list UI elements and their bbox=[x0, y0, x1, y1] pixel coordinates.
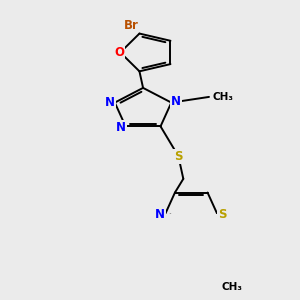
Text: CH₃: CH₃ bbox=[212, 92, 233, 102]
Text: N: N bbox=[105, 96, 115, 109]
Text: O: O bbox=[114, 46, 124, 59]
Text: N: N bbox=[116, 121, 126, 134]
Text: N: N bbox=[155, 208, 165, 221]
Text: N: N bbox=[171, 95, 181, 108]
Text: S: S bbox=[218, 208, 227, 221]
Text: S: S bbox=[174, 150, 183, 163]
Text: CH₃: CH₃ bbox=[221, 282, 242, 292]
Text: Br: Br bbox=[124, 19, 139, 32]
